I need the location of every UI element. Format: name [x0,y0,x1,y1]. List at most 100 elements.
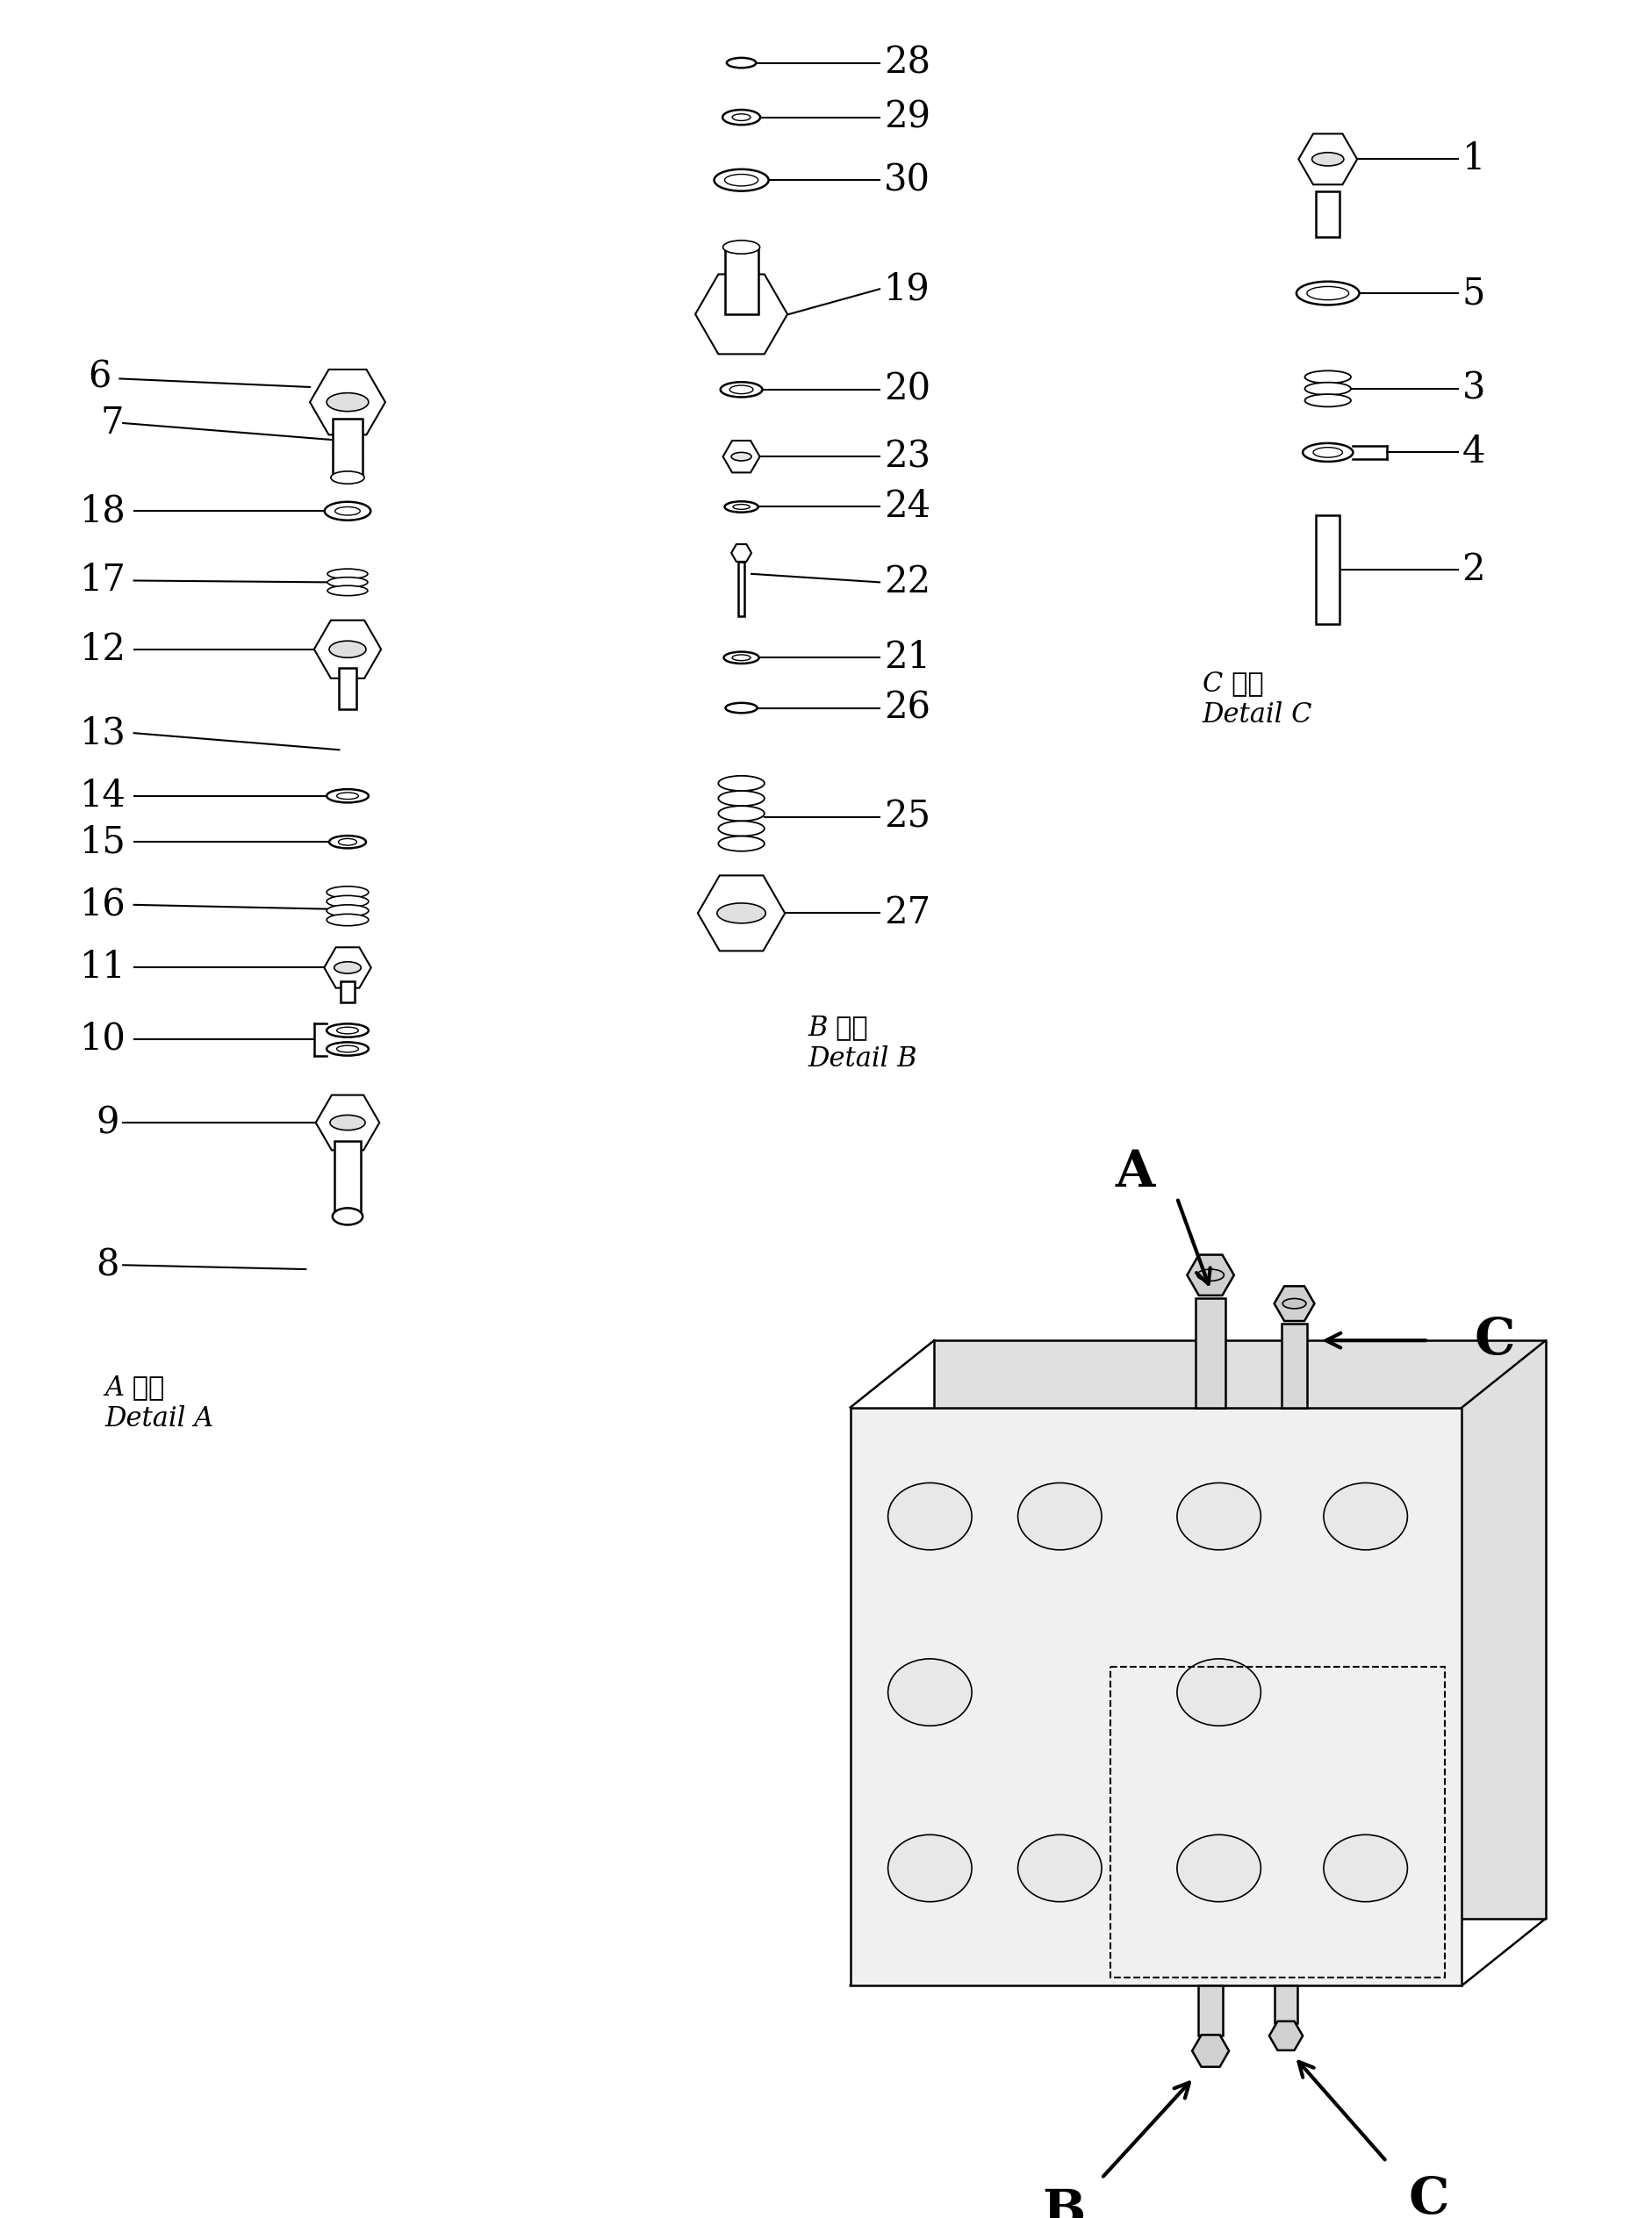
Ellipse shape [719,776,765,792]
Ellipse shape [732,452,752,461]
Ellipse shape [337,792,358,798]
Text: B 詳細
Detail B: B 詳細 Detail B [808,1014,919,1071]
Ellipse shape [1178,1659,1260,1726]
Text: 21: 21 [884,639,930,676]
Ellipse shape [330,1116,365,1131]
Text: A: A [1115,1149,1155,1198]
Ellipse shape [732,113,750,120]
Bar [1198,1985,1222,2036]
Ellipse shape [337,1027,358,1034]
Text: C: C [1408,2174,1449,2218]
Ellipse shape [719,836,765,852]
Ellipse shape [327,1042,368,1056]
Text: 3: 3 [1462,370,1485,408]
Ellipse shape [327,577,368,588]
Ellipse shape [327,790,368,803]
Text: 12: 12 [79,630,126,668]
Text: 1: 1 [1462,140,1485,177]
Ellipse shape [724,240,760,253]
Ellipse shape [733,503,750,510]
Ellipse shape [889,1834,971,1901]
Ellipse shape [722,109,760,124]
Text: 11: 11 [79,949,126,987]
Text: 19: 19 [884,271,930,308]
Ellipse shape [334,963,362,974]
Text: 28: 28 [884,44,930,82]
Ellipse shape [337,1045,358,1051]
Ellipse shape [327,1025,368,1038]
Ellipse shape [1198,1269,1224,1282]
Bar [334,1140,362,1215]
Ellipse shape [1282,1298,1307,1309]
Text: 27: 27 [884,894,930,932]
Ellipse shape [714,169,768,191]
Text: 9: 9 [96,1105,119,1140]
Ellipse shape [889,1484,971,1550]
Bar [1282,1324,1307,1408]
Ellipse shape [1307,286,1348,299]
Text: 17: 17 [79,561,126,599]
Ellipse shape [1323,1484,1408,1550]
Ellipse shape [725,175,758,186]
Text: 5: 5 [1462,275,1485,313]
Text: 30: 30 [884,162,930,200]
Text: 15: 15 [79,823,126,861]
Ellipse shape [324,501,370,521]
Ellipse shape [327,905,368,916]
Text: 23: 23 [884,439,930,475]
Ellipse shape [327,914,368,925]
Ellipse shape [1018,1834,1102,1901]
Bar [1317,515,1340,623]
Text: 6: 6 [88,359,111,395]
Bar [725,246,758,315]
Ellipse shape [329,836,367,847]
Ellipse shape [1303,444,1353,461]
Ellipse shape [330,470,365,484]
Text: 20: 20 [884,370,930,408]
Bar [1317,191,1340,237]
Bar [340,980,354,1003]
Ellipse shape [732,654,750,661]
Ellipse shape [327,586,368,597]
Ellipse shape [1305,370,1351,384]
Ellipse shape [719,792,765,805]
Bar [1110,1668,1446,1976]
Ellipse shape [327,393,368,410]
Bar [339,668,355,710]
Ellipse shape [327,896,368,907]
Text: 25: 25 [884,798,930,836]
Text: 10: 10 [79,1020,126,1058]
Ellipse shape [327,568,368,579]
Ellipse shape [889,1659,971,1726]
Ellipse shape [719,805,765,821]
Ellipse shape [725,501,758,512]
Ellipse shape [332,1209,363,1224]
Ellipse shape [717,903,765,923]
Text: C 詳細
Detail C: C 詳細 Detail C [1203,670,1312,730]
Text: 18: 18 [79,492,126,530]
Ellipse shape [327,887,368,898]
Bar [332,419,363,477]
Ellipse shape [725,703,757,712]
Text: 24: 24 [884,488,930,526]
Ellipse shape [1313,448,1343,457]
Text: 16: 16 [79,887,126,923]
Ellipse shape [1312,153,1343,166]
Text: C: C [1475,1315,1515,1364]
Ellipse shape [1178,1484,1260,1550]
Ellipse shape [1297,282,1360,304]
Text: 8: 8 [96,1247,119,1284]
Text: 14: 14 [79,779,126,814]
Text: 2: 2 [1462,552,1485,588]
Ellipse shape [339,838,357,845]
Text: 29: 29 [884,100,930,135]
Ellipse shape [1305,381,1351,395]
Ellipse shape [335,508,360,515]
Text: 22: 22 [884,563,930,601]
Ellipse shape [1323,1834,1408,1901]
Polygon shape [933,1340,1546,1919]
Ellipse shape [720,381,762,397]
Bar [1274,1985,1298,2023]
Text: 26: 26 [884,690,930,725]
Ellipse shape [1018,1484,1102,1550]
